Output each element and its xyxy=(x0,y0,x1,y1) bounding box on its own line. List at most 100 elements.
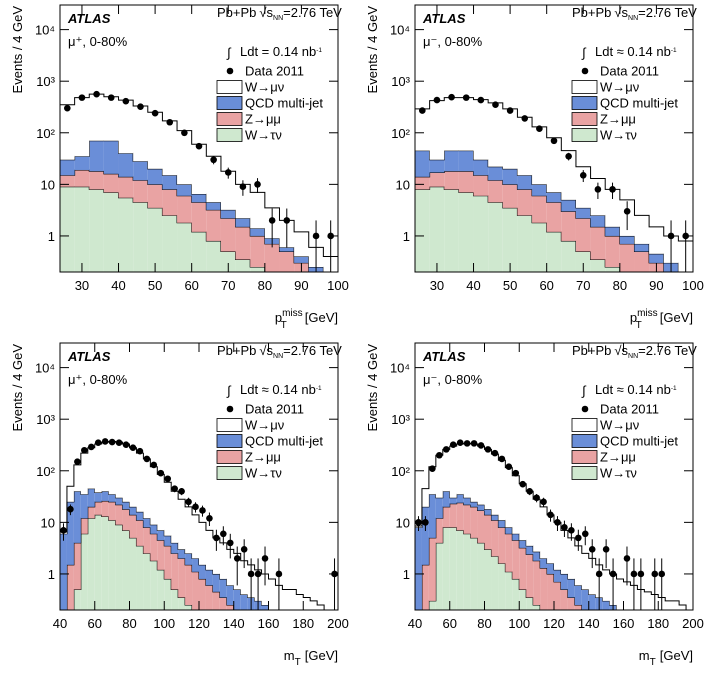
histogram-bar xyxy=(309,282,324,308)
legend-label: Data 2011 xyxy=(245,64,304,79)
data-point xyxy=(239,183,247,191)
histogram-bar xyxy=(122,530,130,610)
histogram-bar xyxy=(66,564,74,610)
histogram-bar xyxy=(561,150,576,200)
x-tick-label: 40 xyxy=(466,278,480,293)
histogram-bar xyxy=(415,176,430,190)
histogram-bar xyxy=(248,620,255,626)
histogram-bar xyxy=(205,530,213,570)
data-point xyxy=(78,94,86,101)
data-point xyxy=(206,514,213,522)
histogram-bar xyxy=(147,168,163,185)
y-tick-label: 10⁴ xyxy=(35,361,55,376)
y-tick-label: 1 xyxy=(403,567,410,582)
histogram-bar xyxy=(129,537,137,610)
histogram-bar xyxy=(567,597,575,610)
data-point xyxy=(568,527,575,534)
x-axis-title-unit: [GeV] xyxy=(660,310,693,325)
collision: Pb+Pb xyxy=(217,5,256,20)
histogram-bar xyxy=(429,100,445,160)
histogram-bar xyxy=(532,126,547,185)
histogram-bar xyxy=(533,551,541,561)
histogram-bar xyxy=(205,569,213,586)
data-point xyxy=(254,570,262,578)
histogram-bar xyxy=(470,501,478,507)
legend-swatch xyxy=(216,418,243,432)
histogram-bar xyxy=(282,616,289,620)
histogram-bar xyxy=(588,558,596,595)
histogram-bar xyxy=(602,569,610,601)
lumi-text: Ldt ≈ 0.14 nb xyxy=(240,382,316,397)
histogram-bar xyxy=(477,446,485,505)
histogram-bar xyxy=(108,501,116,521)
histogram-bar xyxy=(623,581,631,610)
y-tick-label: 10² xyxy=(391,126,410,141)
histogram-bar xyxy=(235,218,251,227)
histogram-bar xyxy=(456,530,464,610)
histogram-bar xyxy=(449,527,457,610)
histogram-bar xyxy=(588,594,596,610)
histogram-bar xyxy=(456,444,464,495)
data-point xyxy=(101,438,109,445)
histogram-bar xyxy=(150,524,158,534)
x-tick-label: 160 xyxy=(258,616,280,631)
histogram-bar xyxy=(199,522,206,565)
histogram-bar xyxy=(162,120,178,176)
histogram-bar xyxy=(512,533,520,541)
histogram-bar xyxy=(296,594,304,610)
lumi-superscript: -1 xyxy=(671,385,677,392)
histogram-bar xyxy=(206,209,221,241)
histogram-bar xyxy=(240,560,248,595)
histogram-bar xyxy=(289,589,297,610)
histogram-bar xyxy=(665,600,673,610)
histogram-bar xyxy=(226,549,234,586)
lumi-label: Ldt = 0.14 nb-1 xyxy=(240,44,322,59)
histogram-bar xyxy=(178,558,186,598)
histogram-bar xyxy=(444,189,459,272)
histogram-bar xyxy=(74,156,90,170)
legend-swatch xyxy=(216,434,243,448)
data-point xyxy=(166,118,174,126)
histogram-bar xyxy=(463,504,471,534)
histogram-bar xyxy=(421,506,429,565)
legend-label: QCD multi-jet xyxy=(245,96,323,111)
histogram-bar xyxy=(73,589,81,610)
histogram-bar xyxy=(94,444,102,493)
histogram-bar xyxy=(498,563,506,610)
data-point xyxy=(261,555,269,562)
legend-label: QCD multi-jet xyxy=(600,96,678,111)
data-point xyxy=(630,570,638,578)
selection-label: μ⁺, 0-80% xyxy=(68,34,128,49)
histogram-bar xyxy=(185,564,193,606)
histogram-bar xyxy=(60,175,75,187)
data-point xyxy=(533,494,540,502)
energy-value: =2.76 TeV xyxy=(638,5,697,20)
histogram-bar xyxy=(108,494,116,502)
x-axis-title-sub: T xyxy=(636,320,642,331)
data-point xyxy=(658,570,666,578)
histogram-bar xyxy=(133,161,148,181)
histogram-bar xyxy=(94,514,102,610)
histogram-bar xyxy=(547,573,554,610)
data-point xyxy=(312,232,320,240)
x-tick-label: 200 xyxy=(327,616,349,631)
histogram-bar xyxy=(488,166,503,181)
y-tick-label: 1 xyxy=(48,229,55,244)
data-point xyxy=(151,109,159,117)
histogram-bar xyxy=(133,202,148,272)
x-tick-label: 40 xyxy=(111,278,125,293)
data-point xyxy=(143,455,151,463)
y-tick-label: 1 xyxy=(48,567,55,582)
histogram-bar xyxy=(634,251,650,272)
data-point xyxy=(171,485,178,492)
y-tick-label: 10 xyxy=(396,515,410,530)
histogram-bar xyxy=(574,605,582,610)
histogram-bar xyxy=(415,108,430,151)
histogram-bar xyxy=(477,510,485,543)
histogram-bar xyxy=(101,491,109,501)
histogram-bar xyxy=(473,99,489,160)
y-tick-label: 10² xyxy=(36,126,55,141)
x-tick-label: 60 xyxy=(184,278,198,293)
histogram-bar xyxy=(429,172,445,187)
histogram-bar xyxy=(220,209,236,219)
